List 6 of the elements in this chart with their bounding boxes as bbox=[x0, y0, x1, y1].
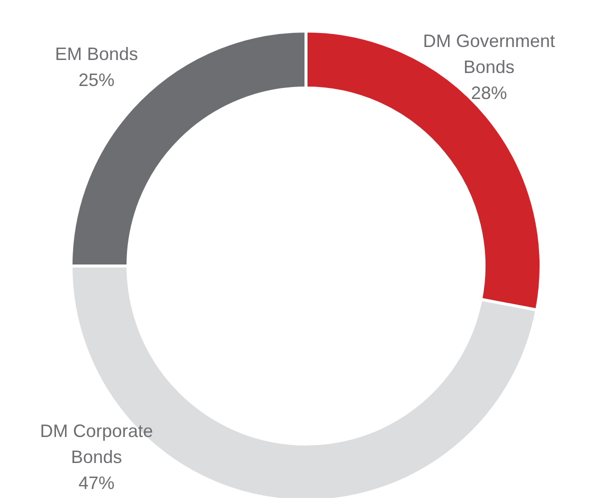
slice-label: EM Bonds bbox=[55, 44, 138, 64]
slice-label: DM Corporate Bonds bbox=[40, 421, 154, 468]
data-label: 47% bbox=[78, 473, 115, 494]
slice-label: DM Government Bonds bbox=[422, 31, 556, 77]
data-label: 28% bbox=[470, 83, 508, 103]
data-label: 25% bbox=[78, 70, 115, 90]
